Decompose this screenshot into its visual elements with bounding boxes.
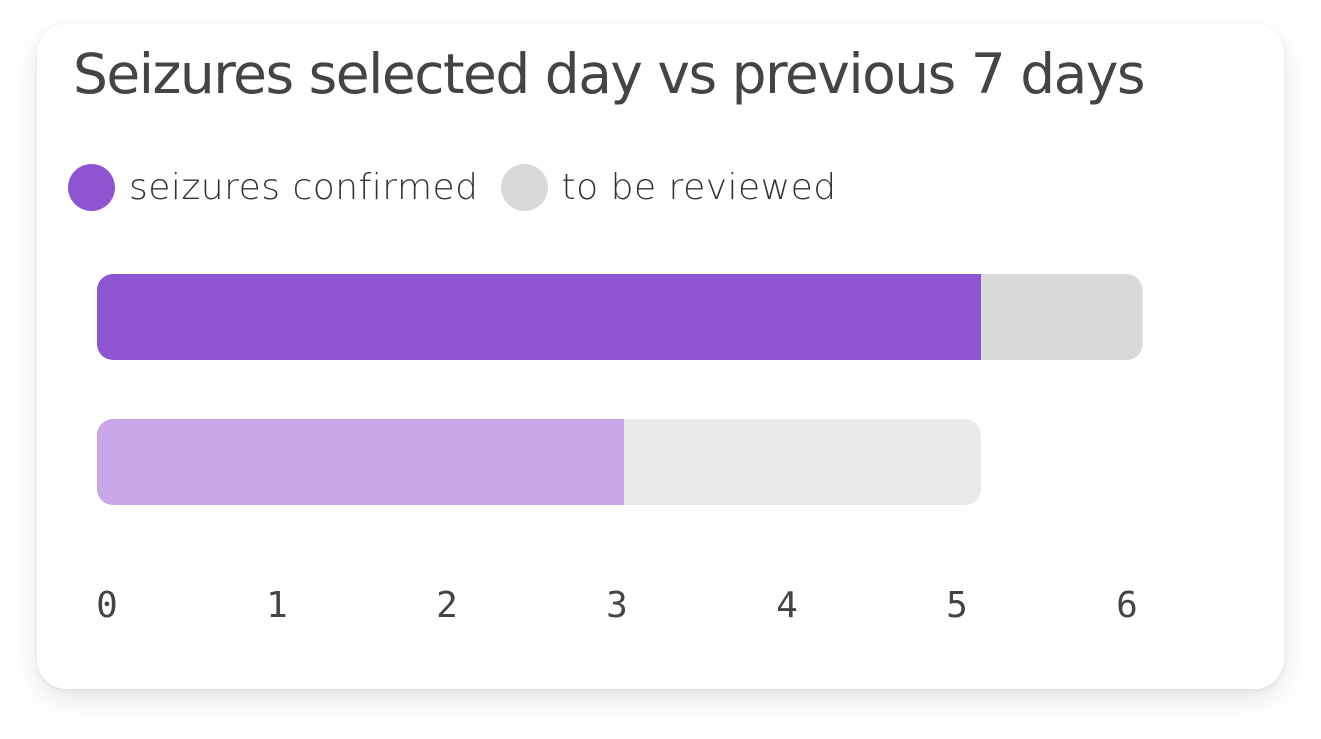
x-tick-label: 0 xyxy=(96,585,118,626)
legend-label-to-be-reviewed: to be reviewed xyxy=(561,167,837,208)
x-tick-label: 1 xyxy=(266,585,288,626)
chart-legend: seizures confirmed to be reviewed xyxy=(68,164,859,211)
chart-title: Seizures selected day vs previous 7 days xyxy=(73,42,1146,106)
stacked-bar-chart: 0 1 2 3 4 5 6 xyxy=(96,274,1143,626)
bar-group xyxy=(97,419,981,505)
bar-group xyxy=(97,274,1143,360)
x-tick-label: 3 xyxy=(606,585,628,626)
x-tick-label: 5 xyxy=(946,585,968,626)
legend-item-to-be-reviewed: to be reviewed xyxy=(500,164,837,211)
bar-segment-to-be-reviewed xyxy=(624,419,981,505)
legend-label-confirmed: seizures confirmed xyxy=(129,167,479,208)
bar-segment-to-be-reviewed xyxy=(981,274,1143,360)
legend-item-confirmed: seizures confirmed xyxy=(68,164,479,211)
bar-segment-confirmed xyxy=(97,274,981,360)
bar-segment-confirmed xyxy=(97,419,624,505)
legend-swatch-confirmed xyxy=(68,164,115,211)
x-tick-label: 6 xyxy=(1116,585,1138,626)
chart-card: Seizures selected day vs previous 7 days… xyxy=(37,24,1284,689)
legend-swatch-to-be-reviewed xyxy=(500,164,548,211)
x-tick-label: 4 xyxy=(776,585,798,626)
x-tick-label: 2 xyxy=(436,585,458,626)
